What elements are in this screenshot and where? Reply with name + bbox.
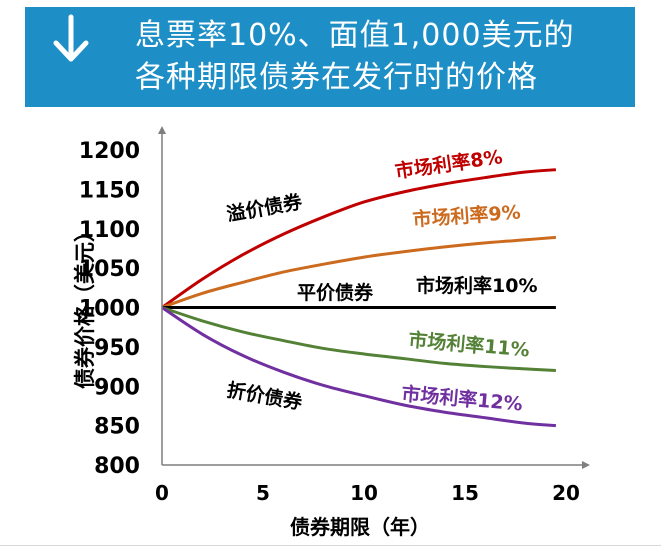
y-tick-label-7: 1150 xyxy=(79,178,140,203)
series-line-1 xyxy=(161,235,557,309)
y-tick-label-3: 950 xyxy=(94,336,140,361)
y-tick-label-5: 1050 xyxy=(79,257,140,282)
y-tick-label-4: 1000 xyxy=(79,297,140,322)
title-line-2: 各种期限债券在发行时的价格 xyxy=(135,60,538,95)
y-axis-label: 债券价格（美元） xyxy=(73,221,97,389)
x-tick-label-2: 10 xyxy=(350,481,378,505)
y-tick-label-6: 1100 xyxy=(79,218,140,243)
annotation-1: 平价债券 xyxy=(297,281,374,304)
tick-layer: 800 850 900 950 1000 1050 1100 1150 1200 0 5 10 15 20 xyxy=(79,139,580,505)
series-label-3: 市场利率11% xyxy=(408,328,531,362)
series-label-4: 市场利率12% xyxy=(401,382,524,416)
title-banner: 息票率10%、面值1,000美元的 各种期限债券在发行时的价格 xyxy=(25,7,635,107)
y-tick-label-1: 850 xyxy=(94,415,140,440)
title-line-1: 息票率10%、面值1,000美元的 xyxy=(135,18,575,53)
page-title: 息票率10%、面值1,000美元的 各种期限债券在发行时的价格 xyxy=(135,15,575,99)
x-tick-label-4: 20 xyxy=(552,481,580,505)
label-layer: 债券期限（年）债券价格（美元）市场利率8%市场利率9%市场利率10%市场利率11… xyxy=(73,145,537,539)
x-tick-label-1: 5 xyxy=(256,481,270,505)
x-tick-label-3: 15 xyxy=(451,481,479,505)
series-layer xyxy=(161,168,557,428)
series-line-3 xyxy=(161,306,556,372)
y-tick-label-0: 800 xyxy=(94,454,140,479)
series-line-0 xyxy=(161,168,557,309)
series-label-1: 市场利率9% xyxy=(412,200,522,230)
x-axis-arrow-icon xyxy=(582,461,590,469)
y-tick-label-8: 1200 xyxy=(79,139,140,164)
series-line-4 xyxy=(161,306,557,428)
y-axis-arrow-icon xyxy=(158,126,166,134)
y-tick-label-2: 900 xyxy=(94,375,140,400)
axis-layer xyxy=(158,126,590,469)
series-label-2: 市场利率10% xyxy=(416,274,537,297)
x-tick-label-0: 0 xyxy=(155,481,169,505)
x-axis-label: 债券期限（年） xyxy=(290,515,430,539)
annotation-0: 溢价债券 xyxy=(225,190,305,226)
annotation-2: 折价债券 xyxy=(225,378,305,414)
arrow-down-icon xyxy=(53,14,89,62)
footer-divider xyxy=(0,545,661,546)
